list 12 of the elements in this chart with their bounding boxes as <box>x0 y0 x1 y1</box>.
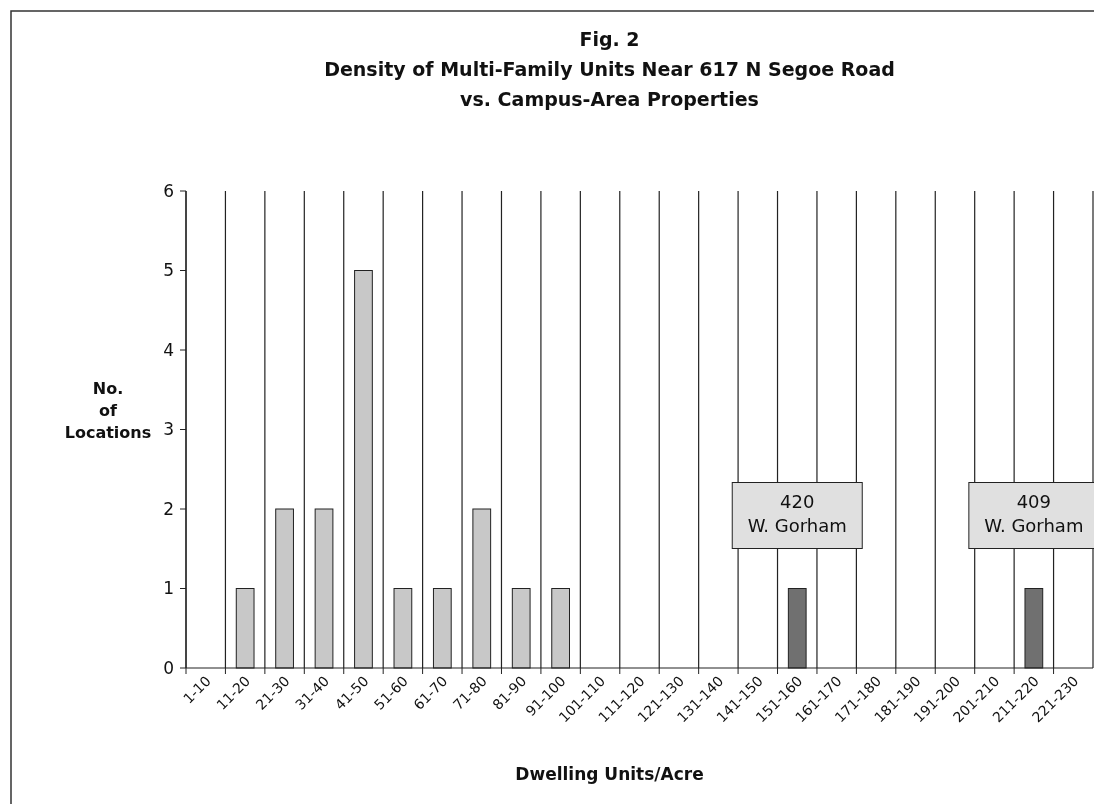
chart-title: Fig. 2 Density of Multi-Family Units Near 617 N Segoe Road vs. Campus-Area Properties <box>324 28 895 110</box>
y-axis-title: No. of Locations <box>64 379 152 442</box>
annotation: 420 W. Gorham <box>747 490 847 536</box>
y-tick-label: 5 <box>163 260 174 281</box>
y-tick-label: 6 <box>163 180 174 201</box>
y-tick-label: 2 <box>163 498 174 519</box>
y-tick-label: 0 <box>163 657 174 678</box>
y-tick-label: 1 <box>163 578 174 599</box>
x-axis-title: Dwelling Units/Acre <box>515 764 704 784</box>
y-tick-label: 4 <box>163 339 174 360</box>
y-tick-label: 3 <box>163 419 174 440</box>
annotation: 409 W. Gorham <box>984 490 1084 536</box>
